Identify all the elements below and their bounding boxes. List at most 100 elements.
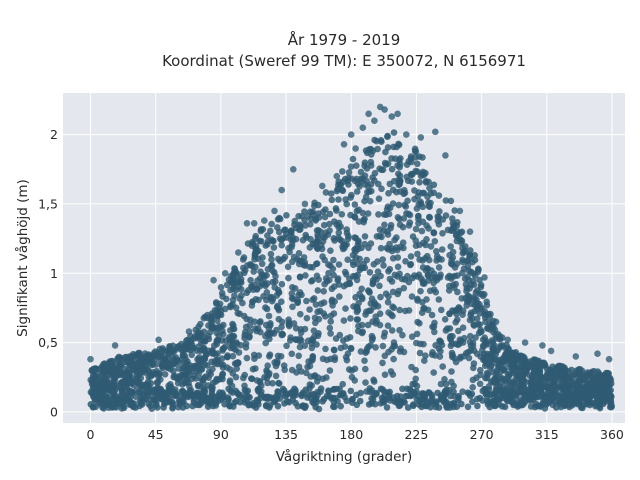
- data-point: [384, 298, 392, 306]
- data-point: [388, 278, 396, 285]
- data-point: [410, 402, 417, 410]
- data-point: [347, 131, 355, 138]
- data-point: [160, 404, 167, 411]
- data-point: [249, 365, 257, 373]
- data-point: [482, 318, 489, 326]
- data-point: [381, 396, 388, 404]
- data-point: [395, 287, 403, 295]
- data-point: [491, 379, 498, 387]
- data-point: [359, 124, 367, 131]
- data-point: [153, 400, 160, 407]
- data-point: [261, 374, 268, 381]
- data-point: [433, 398, 440, 406]
- data-point: [527, 379, 534, 386]
- data-point: [230, 325, 238, 333]
- data-point: [354, 316, 362, 323]
- data-point: [498, 356, 505, 363]
- data-point: [454, 288, 461, 296]
- data-point: [464, 403, 472, 411]
- data-point: [111, 342, 119, 349]
- data-point: [334, 277, 342, 284]
- data-point: [152, 390, 160, 398]
- data-point: [155, 371, 163, 378]
- data-point: [481, 386, 489, 393]
- data-point: [110, 363, 117, 371]
- data-point: [439, 363, 447, 370]
- data-point: [547, 347, 555, 355]
- data-point: [217, 323, 225, 331]
- data-point: [276, 257, 284, 265]
- data-point: [219, 347, 226, 354]
- data-point: [317, 385, 325, 392]
- data-point: [346, 280, 354, 288]
- data-point: [353, 304, 361, 311]
- data-point: [417, 340, 424, 348]
- data-point: [93, 374, 100, 381]
- data-point: [449, 224, 457, 232]
- data-point: [561, 365, 568, 373]
- data-point: [165, 398, 173, 405]
- data-point: [312, 319, 319, 327]
- data-point: [99, 404, 106, 411]
- data-point: [503, 350, 511, 358]
- data-point: [377, 293, 384, 301]
- data-point: [562, 391, 569, 399]
- data-point: [218, 395, 226, 403]
- data-point: [318, 245, 326, 253]
- data-point: [284, 263, 292, 271]
- data-point: [393, 143, 400, 151]
- data-point: [204, 311, 211, 319]
- data-point: [441, 316, 449, 323]
- data-point: [95, 392, 103, 400]
- data-point: [364, 210, 372, 217]
- data-point: [379, 166, 387, 174]
- data-point: [605, 355, 613, 363]
- data-point: [448, 378, 455, 386]
- data-point: [320, 221, 328, 229]
- data-point: [396, 163, 404, 171]
- data-point: [423, 236, 430, 243]
- x-tick-label: 180: [339, 427, 363, 442]
- data-point: [427, 243, 435, 250]
- data-point: [266, 335, 273, 343]
- data-point: [319, 253, 326, 260]
- data-point: [259, 254, 266, 261]
- data-point: [426, 184, 433, 192]
- data-point: [395, 402, 403, 410]
- data-point: [460, 249, 468, 256]
- data-point: [326, 276, 333, 284]
- data-point: [233, 271, 240, 279]
- data-point: [384, 132, 391, 140]
- data-point: [295, 352, 303, 360]
- data-point: [417, 396, 425, 403]
- data-point: [419, 299, 426, 306]
- data-point: [108, 357, 115, 365]
- data-point: [513, 371, 521, 379]
- data-point: [247, 261, 254, 268]
- data-point: [389, 200, 397, 207]
- data-point: [166, 349, 174, 356]
- data-point: [262, 402, 270, 410]
- data-point: [313, 237, 321, 245]
- data-point: [281, 226, 288, 234]
- data-point: [313, 260, 321, 267]
- data-point: [278, 318, 286, 326]
- data-point: [335, 196, 342, 203]
- data-point: [291, 217, 299, 225]
- data-point: [335, 229, 343, 236]
- data-point: [574, 400, 581, 408]
- data-point: [179, 381, 186, 388]
- data-point: [357, 264, 365, 272]
- data-point: [421, 357, 428, 365]
- data-point: [532, 393, 540, 401]
- data-point: [590, 367, 598, 375]
- data-point: [417, 287, 424, 295]
- data-point: [378, 185, 385, 193]
- data-point: [251, 355, 258, 363]
- data-point: [164, 390, 171, 397]
- data-point: [283, 212, 290, 219]
- data-point: [529, 358, 536, 366]
- data-point: [172, 392, 180, 400]
- data-point: [246, 322, 254, 329]
- data-point: [416, 179, 423, 186]
